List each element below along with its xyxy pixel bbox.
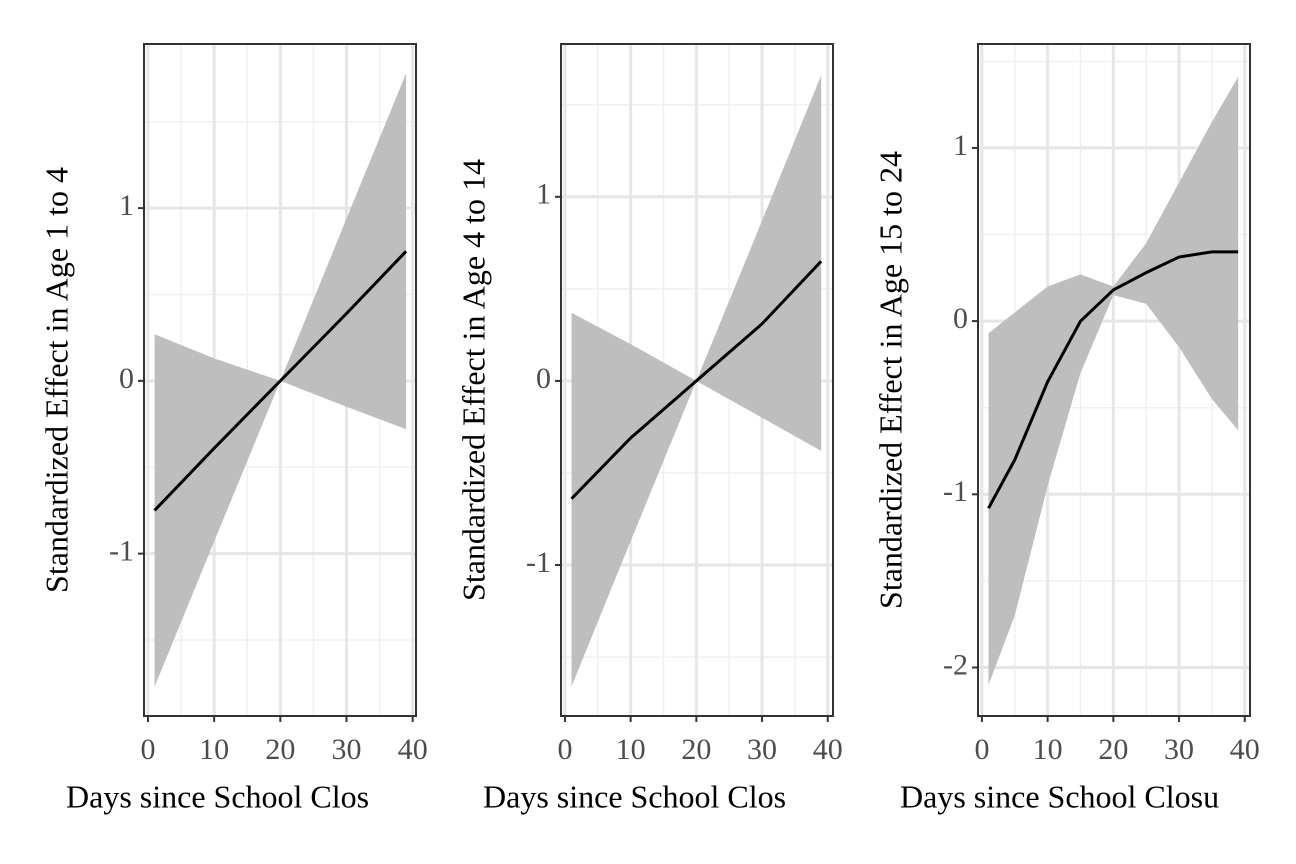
x-tick-label: 40 <box>398 733 428 766</box>
y-tick-label: 1 <box>119 189 134 222</box>
y-tick-label: 1 <box>953 129 968 162</box>
x-tick-label: 0 <box>974 733 989 766</box>
x-tick-label: 10 <box>199 733 229 766</box>
x-axis-label: Days since School Clos <box>483 778 786 814</box>
x-axis-label: Days since School Closu <box>900 778 1219 814</box>
y-tick-label: 0 <box>536 362 551 395</box>
confidence-band <box>154 73 407 687</box>
x-tick-label: 30 <box>332 733 362 766</box>
y-tick-label: 1 <box>536 178 551 211</box>
confidence-band <box>988 76 1239 685</box>
y-axis-label: Standardized Effect in Age 15 to 24 <box>872 151 908 609</box>
x-tick-label: 30 <box>747 733 777 766</box>
x-tick-label: 0 <box>140 733 155 766</box>
plot-border <box>143 43 417 717</box>
x-tick-label: 0 <box>557 733 572 766</box>
x-tick-label: 20 <box>681 733 711 766</box>
y-tick-label: -1 <box>943 475 968 508</box>
plot-border <box>977 43 1251 717</box>
y-tick-label: -1 <box>526 546 551 579</box>
y-tick-label: 0 <box>119 362 134 395</box>
x-tick-label: 10 <box>1033 733 1063 766</box>
y-axis-label: Standardized Effect in Age 4 to 14 <box>455 159 491 601</box>
line <box>153 250 408 512</box>
x-tick-label: 20 <box>1098 733 1128 766</box>
plot-border <box>560 43 834 717</box>
confidence-band <box>571 75 822 687</box>
y-axis-label: Standardized Effect in Age 1 to 4 <box>38 167 74 593</box>
x-tick-label: 10 <box>616 733 646 766</box>
line <box>987 250 1239 509</box>
y-tick-label: 0 <box>953 302 968 335</box>
y-tick-label: -2 <box>943 648 968 681</box>
x-tick-label: 30 <box>1164 733 1194 766</box>
line <box>570 260 823 500</box>
x-tick-label: 40 <box>813 733 843 766</box>
x-tick-label: 40 <box>1230 733 1260 766</box>
x-tick-label: 20 <box>265 733 295 766</box>
x-axis-label: Days since School Clos <box>66 778 369 814</box>
y-tick-label: -1 <box>109 535 134 568</box>
